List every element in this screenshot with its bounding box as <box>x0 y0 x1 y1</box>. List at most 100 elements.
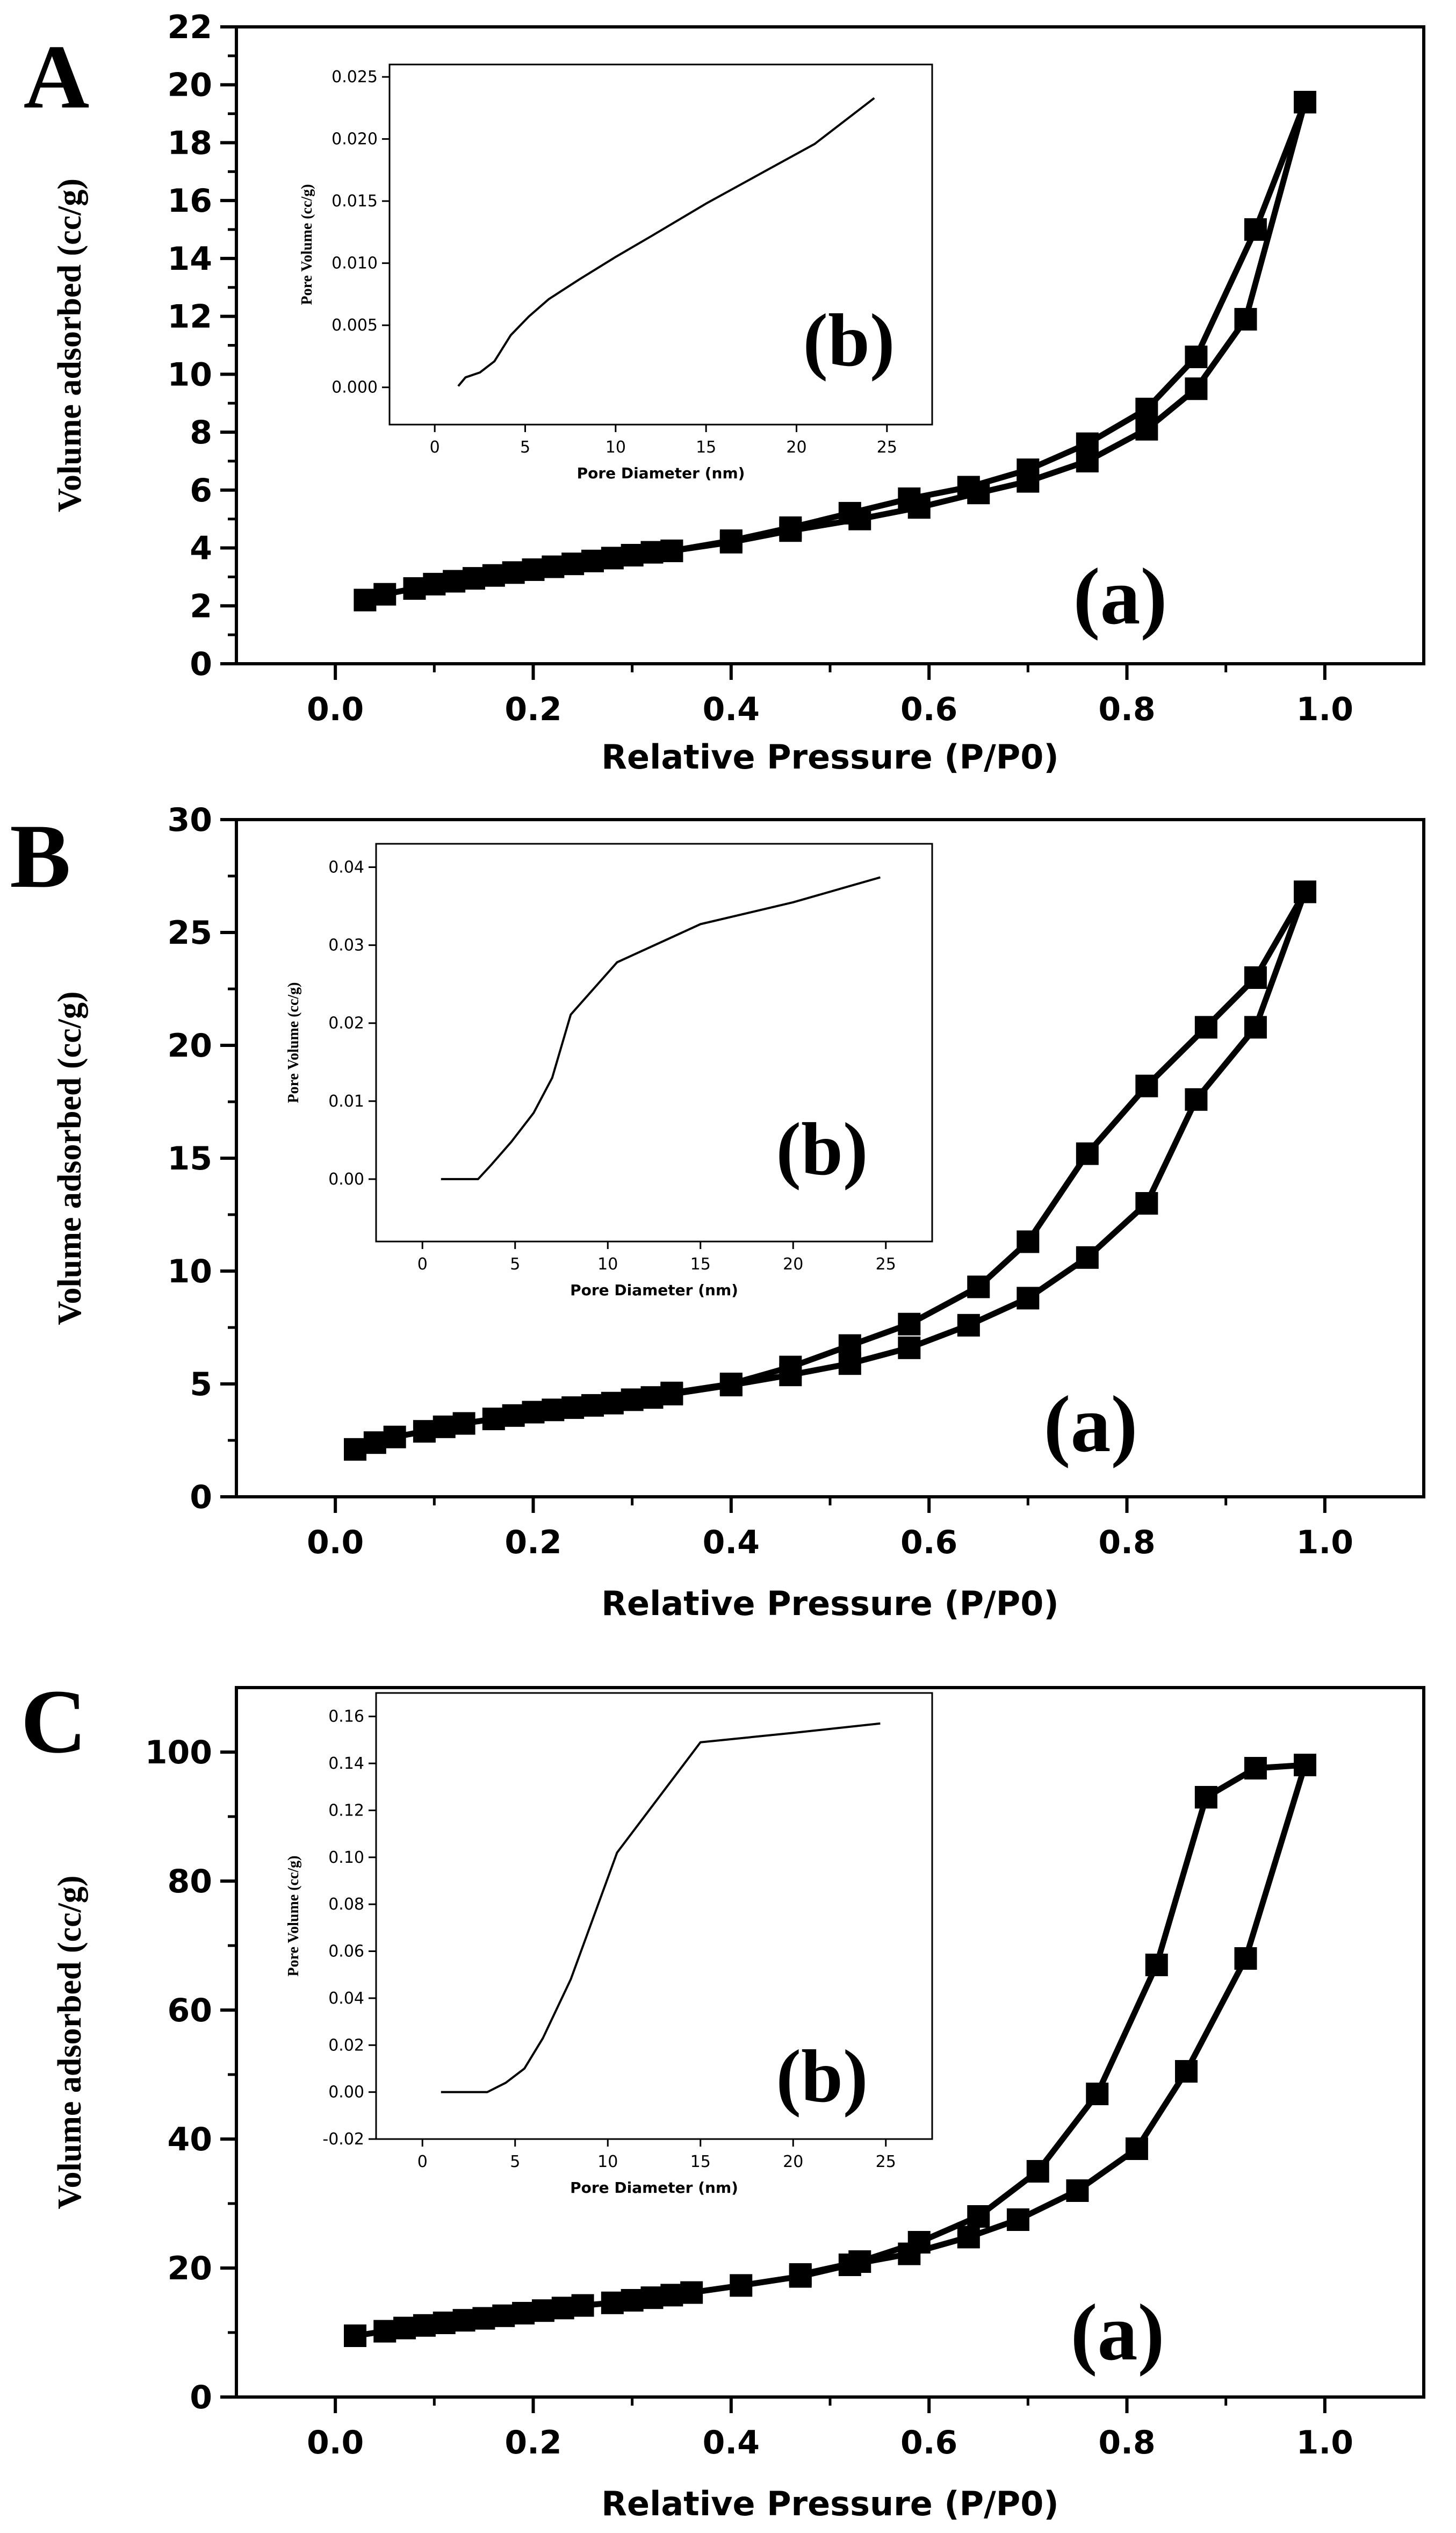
data-point <box>719 1373 743 1395</box>
data-point <box>621 2289 644 2312</box>
series-tag-a: (a) <box>1071 2288 1165 2377</box>
data-point <box>621 1388 644 1411</box>
data-point <box>1294 91 1316 114</box>
inset-tag-b: (b) <box>776 2035 868 2118</box>
y-tick-label: 14 <box>168 240 213 278</box>
inset-y-tick-label: 0.00 <box>328 1170 364 1189</box>
x-tick-label: 0.8 <box>1098 1524 1155 1561</box>
inset-x-tick-label: 15 <box>696 438 716 457</box>
data-point <box>1076 1246 1099 1269</box>
y-tick-label: 20 <box>168 67 213 104</box>
data-point <box>601 1391 624 1415</box>
inset-tag-b: (b) <box>776 1108 868 1191</box>
data-point <box>967 1275 990 1298</box>
inset-x-tick-label: 20 <box>786 438 806 457</box>
inset-y-axis-label: Pore Volume (cc/g) <box>299 184 315 305</box>
data-point <box>581 549 604 572</box>
data-point <box>561 1396 585 1419</box>
inset-y-tick-label: 0.03 <box>328 936 364 955</box>
data-point <box>660 539 683 562</box>
y-tick-label: 10 <box>168 1253 213 1290</box>
panel-a: A 0.0 0.2 0.4 0.6 0.8 1.0 0 2 4 6 8 10 12 14 16 18 20 22 Re… <box>24 9 1425 777</box>
data-point <box>907 2231 931 2254</box>
y-tick-label: 6 <box>190 472 212 510</box>
y-tick-label: 8 <box>190 414 212 451</box>
data-point <box>779 516 802 539</box>
inset-frame <box>375 1692 933 2140</box>
y-tick-label: 15 <box>168 1140 213 1178</box>
panel-letter: A <box>24 26 90 127</box>
data-point <box>1294 1754 1316 1776</box>
inset-x-axis-label: Pore Diameter (nm) <box>570 2179 738 2197</box>
data-point <box>1125 2137 1148 2160</box>
inset-y-tick-label: 0.005 <box>331 316 378 335</box>
inset-y-tick-label: 0.02 <box>328 2036 364 2055</box>
x-tick-label: 0.0 <box>307 2424 364 2462</box>
data-point <box>482 564 505 587</box>
data-point <box>1086 2083 1109 2105</box>
y-axis-label: Volume adsorbed (cc/g) <box>52 991 88 1325</box>
data-point <box>452 1412 475 1435</box>
y-tick-label: 30 <box>168 801 213 839</box>
data-point <box>452 2309 475 2332</box>
x-axis-label: Relative Pressure (P/P0) <box>601 2484 1058 2523</box>
inset-frame <box>388 63 933 426</box>
data-point <box>492 2304 515 2327</box>
inset-y-tick-label: 0.12 <box>328 1801 364 1820</box>
data-point <box>571 2294 594 2317</box>
inset-y-tick-label: 0.08 <box>328 1895 364 1914</box>
inset-frame <box>375 843 933 1243</box>
inset-y-tick-label: 0.000 <box>331 378 378 397</box>
data-point <box>542 1398 565 1422</box>
inset-x-tick-label: 20 <box>783 1255 803 1274</box>
data-point <box>1026 2160 1049 2183</box>
panel-letter: C <box>21 1671 87 1772</box>
data-point <box>1135 398 1158 420</box>
data-point <box>1244 1757 1267 1779</box>
x-tick-label: 0.2 <box>504 1524 561 1561</box>
y-tick-label: 18 <box>168 124 213 162</box>
inset-pore-size-line <box>441 876 881 1180</box>
inset-y-tick-label: 0.16 <box>328 1707 364 1726</box>
y-tick-label: 0 <box>190 1479 212 1516</box>
panel-b: B 0.0 0.2 0.4 0.6 0.8 1.0 0 5 10 15 20 25 30 Relative … <box>10 801 1425 1623</box>
inset-y-axis-label: Pore Volume (cc/g) <box>285 1856 302 1977</box>
inset-y-axis-label: Pore Volume (cc/g) <box>285 982 302 1103</box>
y-tick-label: 60 <box>168 1992 213 2029</box>
data-point <box>1017 458 1040 482</box>
data-point <box>640 1386 664 1409</box>
data-point <box>1017 1287 1040 1310</box>
data-point <box>433 1415 456 1438</box>
data-point <box>522 1401 545 1424</box>
data-point <box>512 2302 535 2324</box>
data-point <box>838 501 861 525</box>
inset-pore-size-line <box>457 97 875 387</box>
data-point <box>967 2205 990 2228</box>
data-point <box>1244 218 1267 241</box>
inset-x-axis-label: Pore Diameter (nm) <box>570 1281 738 1299</box>
inset-chart: 0 5 10 15 20 25 0.000 0.005 0.010 0.015 0.020 0.025… <box>299 63 933 482</box>
inset-y-tick-label: 0.025 <box>331 68 378 87</box>
data-point <box>719 529 743 552</box>
inset-chart: 0 5 10 15 20 25 -0.02 0.00 0.02 0.04 0.06 0.08 0.10 0… <box>285 1692 933 2197</box>
data-point <box>502 561 525 584</box>
data-point <box>542 555 565 578</box>
inset-y-tick-label: 0.01 <box>328 1092 364 1111</box>
data-point <box>1185 1088 1208 1111</box>
y-tick-label: 20 <box>168 1027 213 1065</box>
data-point <box>472 2307 495 2330</box>
x-tick-label: 0.2 <box>504 2424 561 2462</box>
inset-x-tick-label: 5 <box>510 2152 520 2171</box>
data-point <box>1185 377 1208 400</box>
data-point <box>957 1314 980 1337</box>
data-point <box>1076 1142 1099 1165</box>
data-point <box>848 2250 871 2273</box>
data-point <box>443 570 466 593</box>
y-tick-label: 0 <box>190 2379 212 2416</box>
series-line-desorption <box>799 1762 1306 2278</box>
data-point <box>531 2299 554 2322</box>
data-point <box>838 1334 861 1357</box>
inset-tag-b: (b) <box>803 299 895 382</box>
y-tick-label: 0 <box>190 645 212 683</box>
